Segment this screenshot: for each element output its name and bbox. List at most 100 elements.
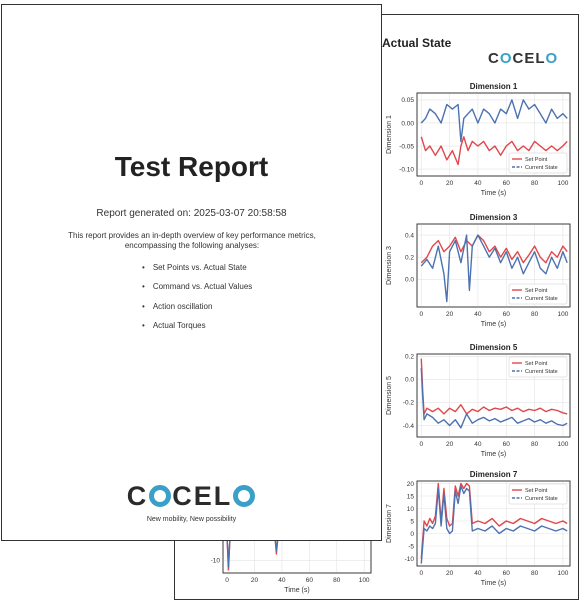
list-item: Set Points vs. Actual State [142, 262, 252, 281]
legend-box [508, 283, 568, 305]
x-tick-label: 0 [419, 441, 423, 448]
y-tick-label: 0.00 [401, 120, 414, 127]
x-tick-label: 20 [446, 570, 454, 577]
y-tick-label: -0.4 [403, 423, 415, 430]
x-tick-label: 60 [503, 180, 511, 187]
section-title: Actual State [382, 36, 452, 50]
plot-border [416, 223, 571, 308]
y-tick-label: -0.10 [399, 166, 414, 173]
report-description: This report provides an in-depth overvie… [68, 231, 316, 250]
list-item: Command vs. Actual Values [142, 281, 252, 300]
x-axis-label: Time (s) [481, 580, 506, 587]
current-state-line [420, 99, 568, 143]
y-tick-label: 0.4 [405, 232, 414, 239]
chart-title: Dimension 5 [470, 343, 518, 352]
x-tick-label: 100 [557, 180, 568, 187]
cocelo-logo-small: COCELO [488, 50, 558, 67]
chart-title: Dimension 1 [470, 82, 518, 91]
logo-ring-icon: O [545, 50, 559, 67]
logo-letter: C [512, 50, 525, 67]
chart-title: Dimension 3 [470, 213, 518, 222]
chart-svg: 0 20 40 60 80 100 -0.4 -0.2 0.0 0.2 Dimension 5 Tim… [386, 343, 571, 458]
logo-letter: L [213, 481, 233, 511]
legend-box [508, 152, 568, 174]
y-tick-label: 5 [410, 518, 414, 525]
y-tick-label: 0.0 [405, 377, 414, 384]
report-title: Test Report [114, 151, 269, 182]
x-tick-label: 100 [557, 570, 568, 577]
x-tick-label: 60 [503, 311, 511, 318]
legend-entry: Set Point [525, 361, 548, 367]
x-tick-label: 40 [474, 311, 482, 318]
x-tick-label: 60 [503, 441, 511, 448]
x-tick-label: 0 [225, 577, 229, 584]
x-tick-label: 40 [474, 180, 482, 187]
x-tick-label: 40 [278, 577, 286, 584]
chart-svg: 0 20 40 60 80 100 -0.10 -0.05 0.00 0.05 Dimension … [386, 82, 571, 197]
legend-entry: Set Point [525, 288, 548, 294]
x-tick-label: 20 [251, 577, 259, 584]
x-tick-label: 60 [503, 570, 511, 577]
y-axis-label: Dimension 5 [386, 376, 393, 415]
set-point-line [420, 234, 568, 264]
x-axis-label: Time (s) [481, 321, 506, 328]
plot-border [416, 353, 571, 438]
logo-ring-icon [149, 485, 172, 507]
y-tick-label: 0 [410, 531, 414, 538]
logo-letter: C [126, 481, 149, 511]
x-tick-label: 80 [531, 311, 539, 318]
chart-svg: 0 20 40 60 80 100 0.0 0.2 0.4 Dimension 3 Time (s)… [386, 213, 571, 328]
x-tick-label: 0 [419, 180, 423, 187]
chart-dimension-1: 0 20 40 60 80 100 -0.10 -0.05 0.00 0.05 Dimension … [383, 73, 578, 203]
x-tick-label: 20 [446, 180, 454, 187]
y-axis-label: Dimension 3 [386, 246, 393, 285]
x-tick-label: 0 [419, 570, 423, 577]
y-tick-label: 15 [407, 493, 415, 500]
current-state-line [420, 234, 568, 303]
x-tick-label: 80 [531, 180, 539, 187]
set-point-line [420, 358, 568, 415]
legend-entry: Current State [525, 296, 558, 302]
legend-entry: Current State [525, 165, 558, 171]
logo-ring-icon [233, 485, 256, 507]
current-state-line [420, 485, 568, 564]
chart-svg: 0 20 40 60 80 100 -10 Time (s) [211, 534, 372, 594]
x-tick-label: 80 [333, 577, 341, 584]
logo-letter: C [172, 481, 194, 511]
tagline: New mobility, New possibility [146, 516, 237, 523]
x-tick-label: 40 [474, 441, 482, 448]
list-item: Actual Torques [142, 320, 252, 339]
y-tick-label: -10 [211, 558, 221, 565]
x-tick-label: 100 [359, 577, 370, 584]
chart-dimension-3: 0 20 40 60 80 100 0.0 0.2 0.4 Dimension 3 Time (s)… [383, 204, 578, 334]
legend-entry: Current State [525, 369, 558, 375]
x-axis-label: Time (s) [481, 190, 506, 197]
legend-entry: Set Point [525, 157, 548, 163]
x-axis-label: Time (s) [481, 451, 506, 458]
x-tick-label: 0 [419, 311, 423, 318]
cocelo-logo: C CEL [2, 481, 381, 512]
y-tick-label: 0.2 [405, 255, 414, 262]
y-tick-label: 20 [407, 481, 415, 488]
chart-partial-left: 0 20 40 60 80 100 -10 Time (s) [187, 533, 377, 601]
logo-letter: L [535, 50, 546, 67]
y-axis-label: Dimension 1 [386, 115, 393, 154]
logo-ring-icon: O [499, 50, 513, 67]
logo-letter: E [193, 481, 214, 511]
legend-entry: Set Point [525, 488, 548, 494]
chart-svg: 0 20 40 60 80 100 -10 -5 0 5 10 15 20 Dimension 7 Time… [386, 470, 571, 587]
x-tick-label: 100 [557, 441, 568, 448]
current-state-line [420, 367, 568, 429]
y-tick-label: -0.05 [399, 143, 414, 150]
y-tick-label: 10 [407, 506, 415, 513]
report-cover-page: Test Report Report generated on: 2025-03… [1, 4, 382, 541]
set-point-line [420, 136, 568, 166]
x-axis-label: Time (s) [284, 587, 309, 594]
x-tick-label: 60 [306, 577, 314, 584]
chart-dimension-7: 0 20 40 60 80 100 -10 -5 0 5 10 15 20 Dimension 7 Time… [383, 463, 578, 598]
y-tick-label: 0.0 [405, 277, 414, 284]
plot-border [416, 92, 571, 177]
y-axis-label: Dimension 7 [386, 504, 393, 543]
list-item: Action oscillation [142, 301, 252, 320]
x-tick-label: 40 [474, 570, 482, 577]
